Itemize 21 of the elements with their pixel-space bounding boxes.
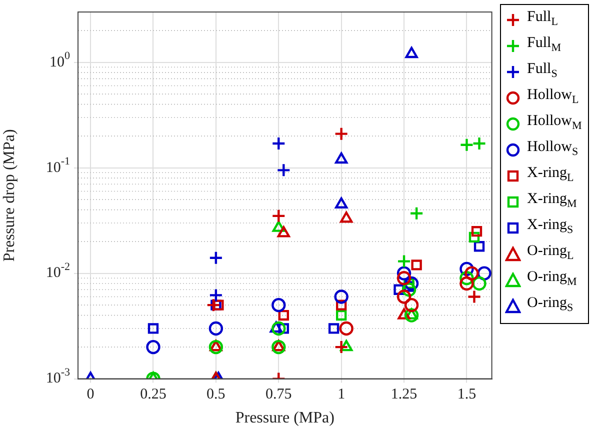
x-tick-label: 1.5 [457, 386, 476, 403]
y-axis-title: Pressure drop (MPa) [0, 129, 18, 262]
x-tick-label: 1 [338, 386, 346, 403]
x-tick-label: 0 [86, 386, 94, 403]
legend-label: X-ring$_{L}$ [527, 164, 574, 186]
x-tick-label: 1.25 [390, 386, 418, 403]
legend-label: Full$_{S}$ [527, 60, 558, 82]
legend-label: Full$_{L}$ [527, 8, 558, 30]
legend-label: O-ring$_{M}$ [527, 268, 577, 290]
x-tick-label: 0.5 [206, 386, 226, 403]
legend-label: X-ring$_{S}$ [527, 216, 574, 238]
legend-label: X-ring$_{M}$ [527, 190, 577, 212]
legend-label: Hollow$_{M}$ [527, 112, 582, 134]
legend-label: O-ring$_{L}$ [527, 242, 574, 264]
x-axis-title: Pressure (MPa) [235, 410, 334, 427]
legend-label: Hollow$_{L}$ [527, 86, 579, 108]
x-tick-label: 0.25 [140, 386, 166, 403]
legend-label: Hollow$_{S}$ [527, 138, 578, 160]
legend-label: Full$_{M}$ [527, 34, 561, 56]
legend-label: O-ring$_{S}$ [527, 294, 574, 316]
x-tick-label: 0.75 [266, 386, 292, 403]
